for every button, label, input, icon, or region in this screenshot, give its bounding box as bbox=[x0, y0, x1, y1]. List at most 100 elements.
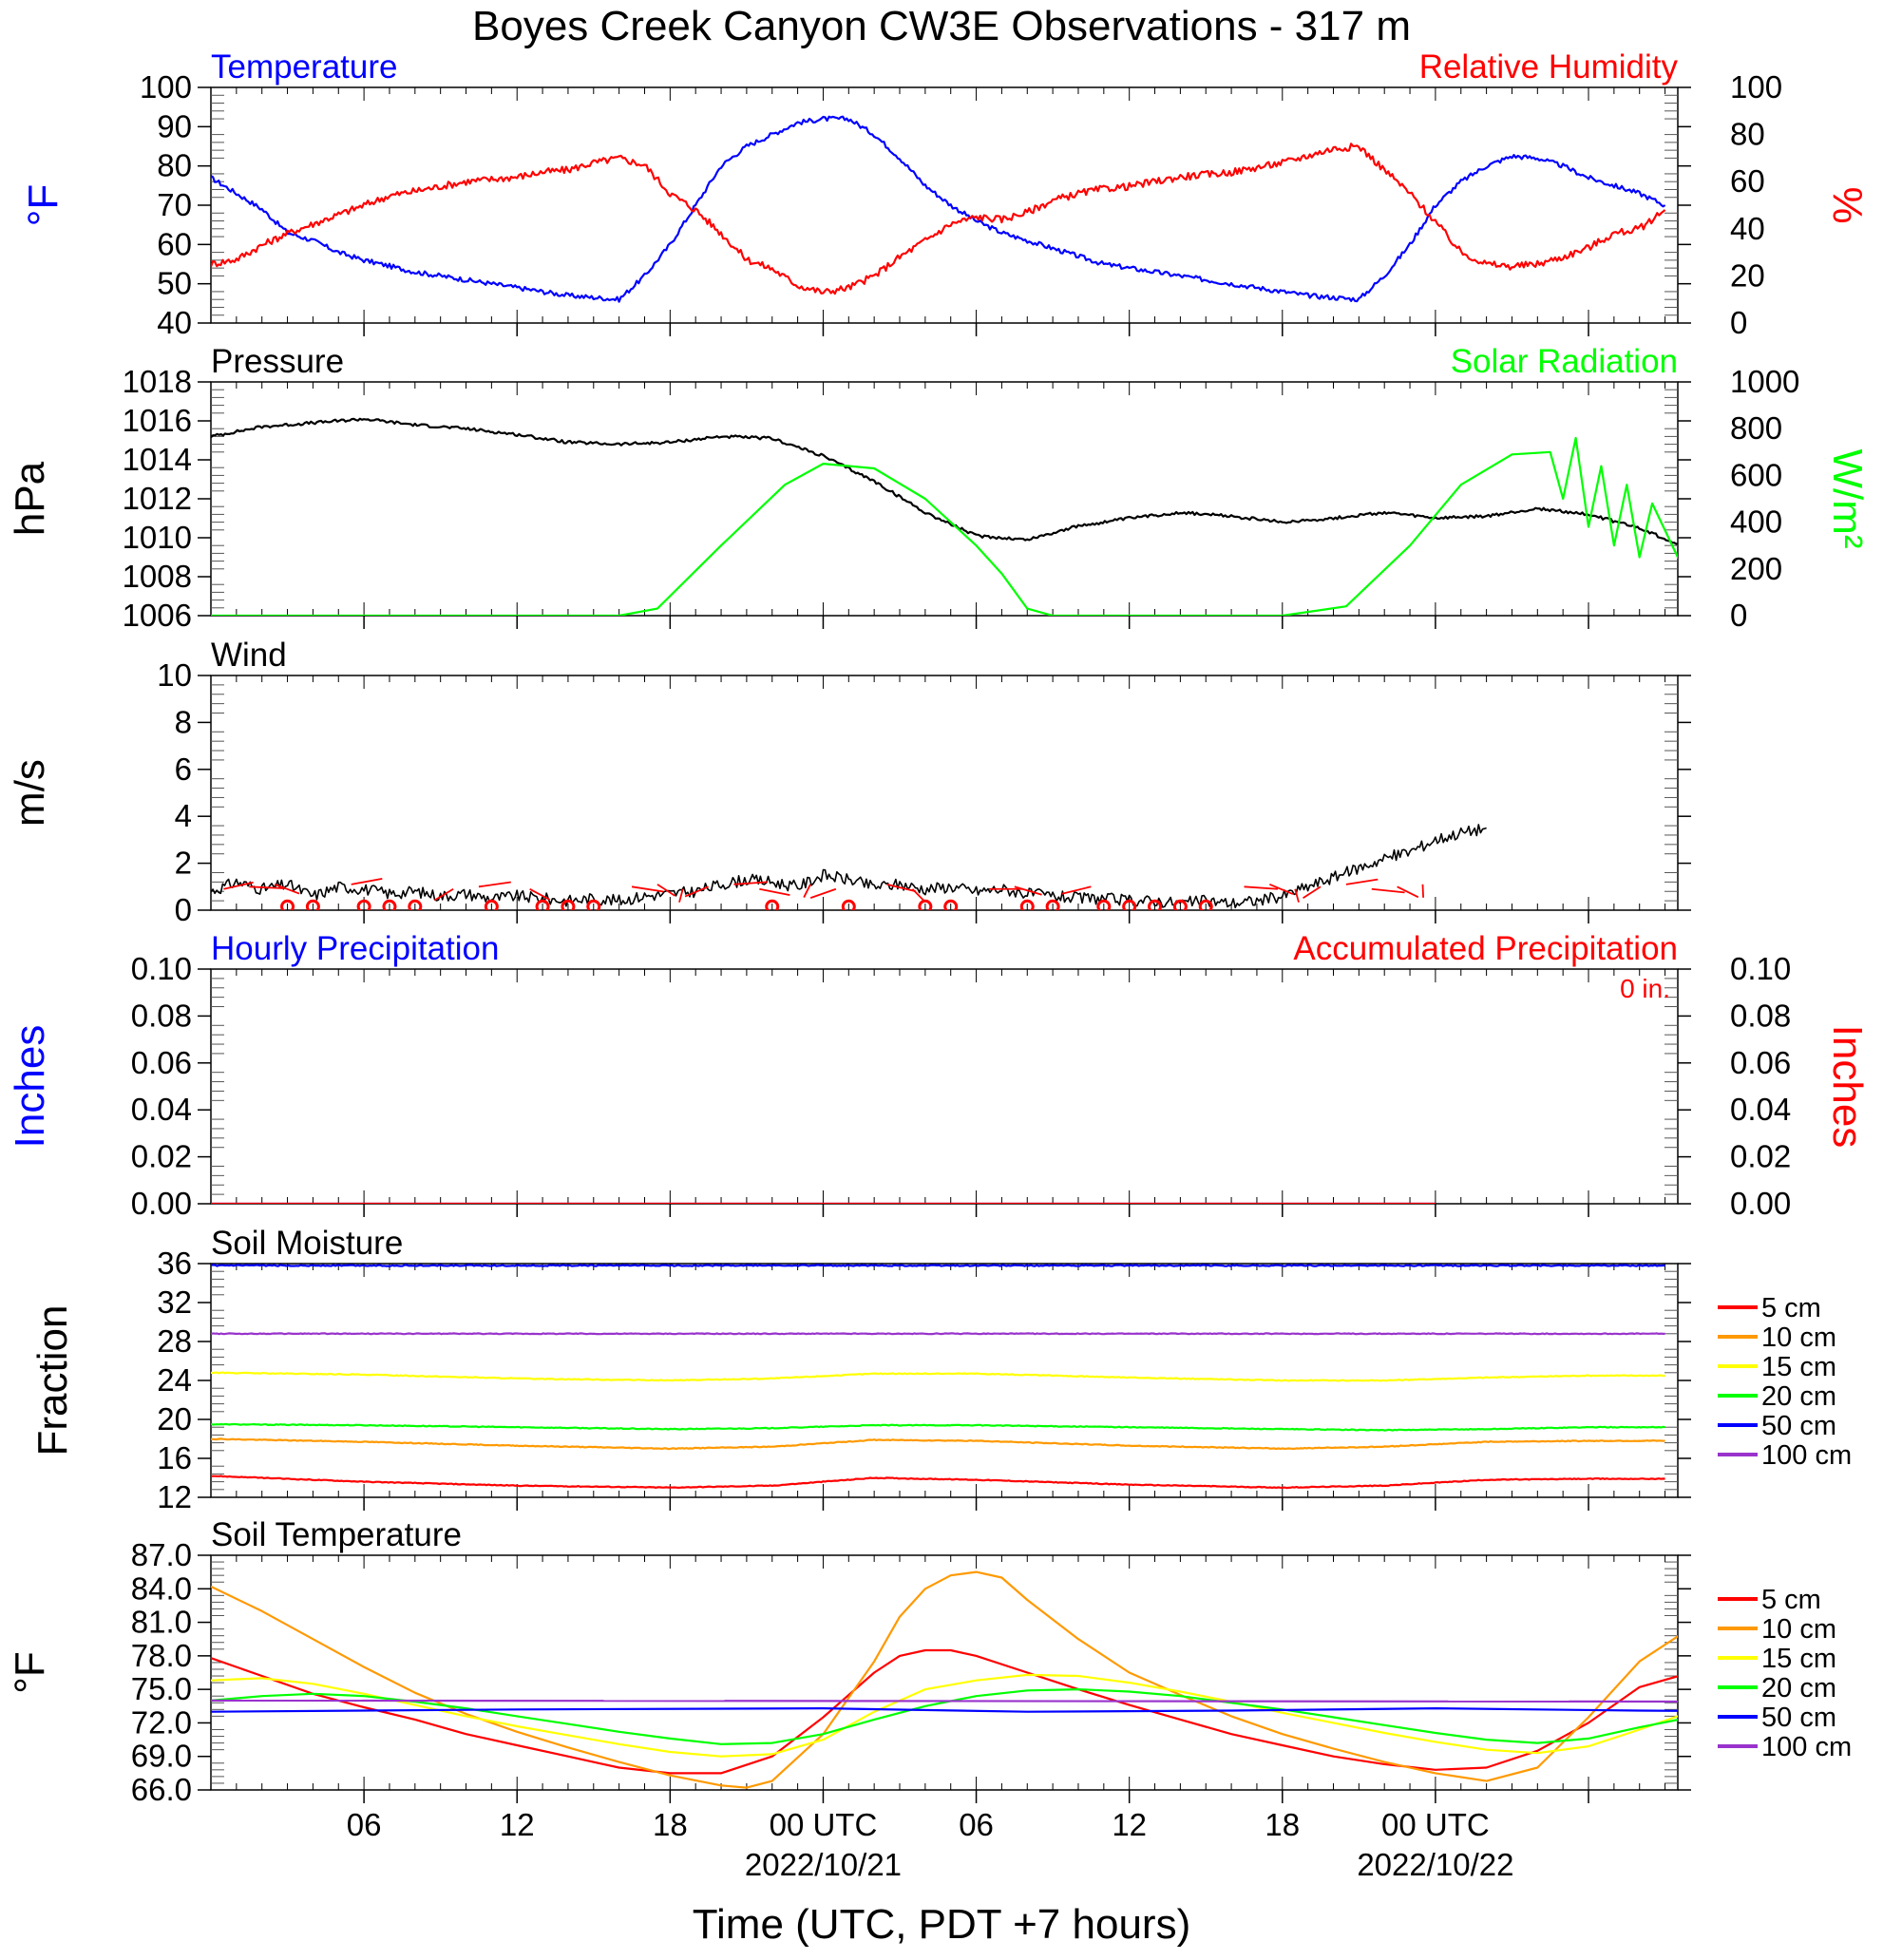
y-tick-label: 1006 bbox=[123, 598, 192, 633]
y-tick-label: 1018 bbox=[123, 364, 192, 399]
y-tick-label: 80 bbox=[157, 148, 192, 183]
calm-wind-marker bbox=[1122, 899, 1137, 910]
calm-wind-marker bbox=[1045, 899, 1060, 910]
y-tick-label: 4 bbox=[175, 798, 192, 833]
y-right-tick-label: 20 bbox=[1730, 257, 1765, 293]
wind-barb bbox=[529, 887, 551, 901]
y-axis-label-right: W/m² bbox=[1824, 448, 1871, 548]
series-line-10-cm bbox=[211, 1437, 1665, 1451]
y-tick-label: 50 bbox=[157, 266, 192, 301]
x-tick-label: 12 bbox=[500, 1807, 535, 1842]
soil-temp-panel: 66.069.072.075.078.081.084.087.0 Soil Tem… bbox=[7, 1516, 1852, 1807]
wind-panel: 0 2 4 6 8 10 Wind m/s bbox=[7, 637, 1691, 927]
legend-label: 50 cm bbox=[1761, 1703, 1836, 1733]
y-tick-label: 0 bbox=[175, 892, 192, 927]
y-tick-label: 0.00 bbox=[131, 1186, 192, 1221]
precip-panel: 0.00 0.02 0.04 0.06 0.08 0.10 0.00 0.02 0.04 0.06… bbox=[7, 930, 1871, 1221]
plot-frame bbox=[210, 381, 1679, 617]
wind-barb bbox=[1371, 887, 1405, 894]
wind-barb bbox=[434, 887, 454, 902]
x-tick-label: 06 bbox=[347, 1807, 382, 1842]
x-tick-label: 00 UTC bbox=[1381, 1807, 1490, 1842]
wind-barb bbox=[351, 878, 383, 885]
y-axis-label-left: m/s bbox=[7, 759, 53, 827]
wind-barb bbox=[886, 883, 917, 893]
x-tick-label: 18 bbox=[1265, 1807, 1300, 1842]
pressure-solar-panel: 1006 1008 1010 1012 1014 1016 1018 0 200 400 600 80… bbox=[7, 343, 1871, 633]
plot-frame bbox=[210, 675, 1679, 911]
y-tick-label: 0.10 bbox=[131, 951, 192, 986]
y-axis-label-left: °F bbox=[7, 1651, 53, 1693]
wind-barb bbox=[759, 887, 790, 897]
y-tick-label: 1016 bbox=[123, 403, 192, 438]
series-line-20-cm bbox=[211, 1422, 1665, 1432]
x-date-label: 2022/10/22 bbox=[1357, 1847, 1513, 1882]
wind-barb bbox=[1421, 884, 1425, 898]
wind-barb bbox=[1244, 885, 1279, 890]
calm-wind-marker bbox=[918, 899, 933, 910]
panel-title-left: Hourly Precipitation bbox=[211, 930, 499, 967]
legend-label: 10 cm bbox=[1761, 1323, 1836, 1353]
y-tick-label: 100 bbox=[140, 69, 192, 105]
wind-barb bbox=[1303, 885, 1322, 900]
y-tick-label: 0.08 bbox=[131, 998, 192, 1033]
panel-title-left: Soil Temperature bbox=[211, 1516, 462, 1553]
wind-barb bbox=[911, 888, 925, 903]
series-group bbox=[211, 417, 1678, 616]
legend-label: 15 cm bbox=[1761, 1352, 1836, 1382]
wind-barb bbox=[1345, 878, 1379, 885]
wind-barb bbox=[1061, 885, 1092, 895]
wind-barb bbox=[656, 884, 675, 897]
series-line-pressure bbox=[211, 417, 1678, 545]
series-line-15-cm bbox=[211, 1673, 1678, 1758]
y-right-tick-label: 0.08 bbox=[1730, 998, 1791, 1033]
y-right-tick-label: 0.06 bbox=[1730, 1045, 1791, 1080]
calm-wind-marker bbox=[1019, 899, 1035, 910]
y-right-tick-label: 1000 bbox=[1730, 364, 1799, 399]
calm-wind-marker bbox=[765, 899, 780, 910]
calm-wind-marker bbox=[1198, 899, 1213, 910]
y-right-tick-label: 0 bbox=[1730, 598, 1747, 633]
y-axis-label-right: % bbox=[1824, 186, 1871, 223]
legend-label: 5 cm bbox=[1761, 1585, 1821, 1615]
y-tick-label: 0.02 bbox=[131, 1139, 192, 1174]
series-line-15-cm bbox=[211, 1371, 1665, 1382]
wind-barb bbox=[631, 885, 664, 893]
x-tick-label: 12 bbox=[1112, 1807, 1147, 1842]
y-tick-label: 10 bbox=[157, 657, 192, 693]
calm-wind-marker bbox=[408, 899, 423, 910]
y-tick-label: 70 bbox=[157, 187, 192, 222]
y-tick-label: 1008 bbox=[123, 559, 192, 594]
legend-label: 50 cm bbox=[1761, 1411, 1836, 1441]
calm-wind-marker bbox=[535, 899, 550, 910]
calm-wind-marker bbox=[586, 899, 601, 910]
legend-label: 15 cm bbox=[1761, 1644, 1836, 1674]
y-tick-label: 28 bbox=[157, 1323, 192, 1359]
y-tick-label: 20 bbox=[157, 1401, 192, 1437]
series-group bbox=[211, 1264, 1665, 1490]
calm-wind-marker bbox=[1096, 899, 1112, 910]
y-tick-label: 1014 bbox=[123, 442, 192, 477]
y-right-tick-label: 0 bbox=[1730, 305, 1747, 340]
y-tick-label: 24 bbox=[157, 1362, 192, 1398]
plot-frame bbox=[210, 86, 1679, 324]
series-group bbox=[211, 115, 1666, 303]
panel-title-left: Soil Moisture bbox=[211, 1225, 403, 1262]
y-right-tick-label: 0.02 bbox=[1730, 1139, 1791, 1174]
series-group bbox=[211, 1570, 1678, 1789]
wind-barb bbox=[684, 885, 709, 898]
y-tick-label: 72.0 bbox=[131, 1704, 192, 1740]
y-tick-label: 2 bbox=[175, 846, 192, 881]
y-right-tick-label: 80 bbox=[1730, 117, 1765, 152]
wind-barb bbox=[1294, 888, 1300, 903]
series-line-temperature bbox=[211, 115, 1666, 303]
y-tick-label: 8 bbox=[175, 704, 192, 739]
legend-label: 20 cm bbox=[1761, 1381, 1836, 1412]
y-axis-label-left: hPa bbox=[7, 461, 53, 536]
y-right-tick-label: 200 bbox=[1730, 551, 1782, 586]
y-axis-label-right: Inches bbox=[1824, 1025, 1871, 1149]
